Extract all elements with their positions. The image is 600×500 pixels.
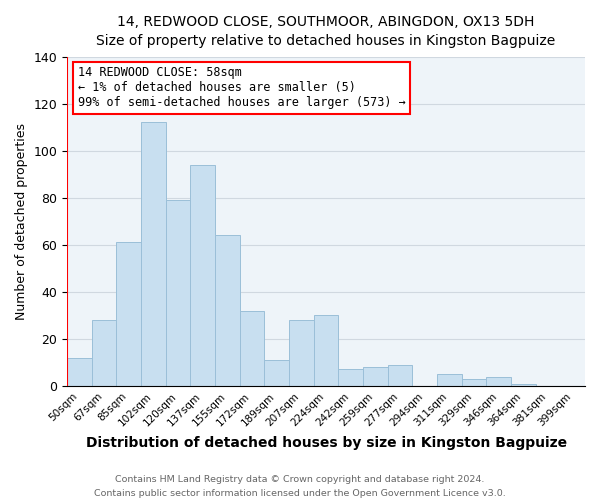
X-axis label: Distribution of detached houses by size in Kingston Bagpuize: Distribution of detached houses by size …: [86, 436, 566, 450]
Bar: [487, 376, 511, 386]
Bar: [338, 370, 363, 386]
Bar: [92, 320, 116, 386]
Bar: [437, 374, 462, 386]
Bar: [116, 242, 141, 386]
Bar: [67, 358, 92, 386]
Bar: [141, 122, 166, 386]
Bar: [363, 367, 388, 386]
Bar: [289, 320, 314, 386]
Bar: [388, 365, 412, 386]
Bar: [265, 360, 289, 386]
Title: 14, REDWOOD CLOSE, SOUTHMOOR, ABINGDON, OX13 5DH
Size of property relative to de: 14, REDWOOD CLOSE, SOUTHMOOR, ABINGDON, …: [97, 15, 556, 48]
Bar: [240, 310, 265, 386]
Text: Contains HM Land Registry data © Crown copyright and database right 2024.
Contai: Contains HM Land Registry data © Crown c…: [94, 476, 506, 498]
Bar: [511, 384, 536, 386]
Bar: [166, 200, 190, 386]
Bar: [462, 379, 487, 386]
Bar: [215, 236, 240, 386]
Y-axis label: Number of detached properties: Number of detached properties: [15, 123, 28, 320]
Text: 14 REDWOOD CLOSE: 58sqm
← 1% of detached houses are smaller (5)
99% of semi-deta: 14 REDWOOD CLOSE: 58sqm ← 1% of detached…: [77, 66, 405, 110]
Bar: [314, 316, 338, 386]
Bar: [190, 165, 215, 386]
